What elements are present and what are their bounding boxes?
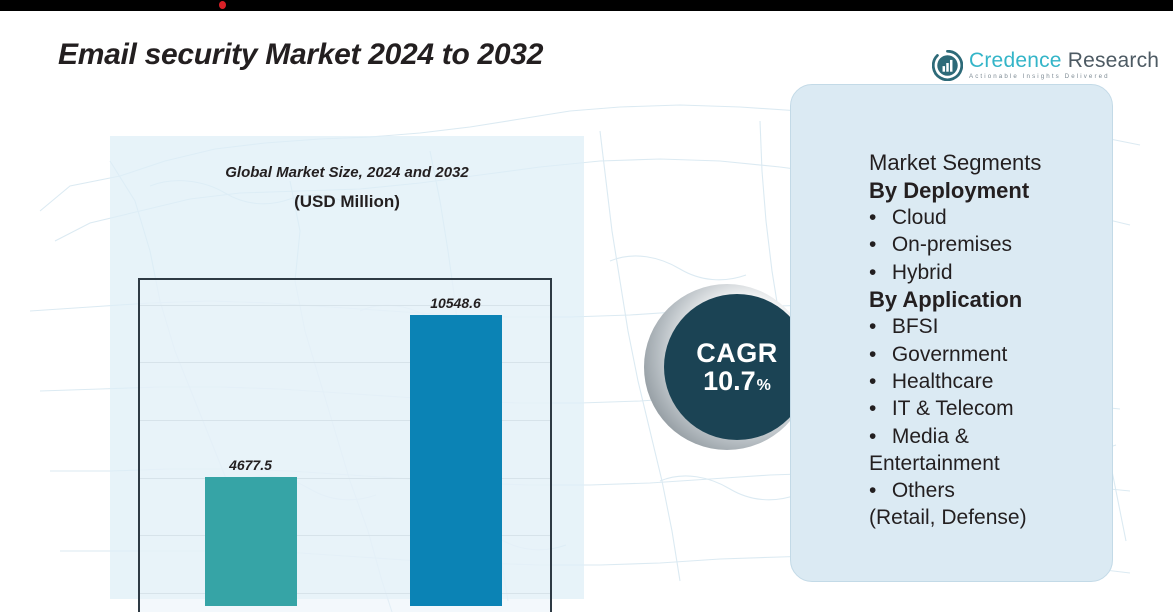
brand-logo: Credence Research Actionable Insights De… — [932, 50, 1159, 81]
cagr-value-row: 10.7 % — [703, 366, 771, 396]
chart-gridline — [140, 477, 550, 479]
chart-title: Global Market Size, 2024 and 2032 — [225, 164, 469, 181]
bullet-icon: • — [869, 233, 877, 257]
segment-list-item: • On-premises — [869, 231, 1119, 258]
chart-bar — [204, 476, 297, 606]
segment-item-label: IT & Telecom — [886, 397, 1014, 421]
segment-list-item: • BFSI — [869, 313, 1119, 340]
chart-gridline — [140, 535, 550, 536]
chart-bar-value-label: 10548.6 — [430, 295, 481, 312]
logo-name-research: Research — [1067, 49, 1160, 73]
segment-group-title: By Deployment — [869, 177, 1030, 203]
segment-item-label: On-premises — [886, 233, 1013, 257]
chart-bar — [409, 315, 502, 606]
bullet-icon: • — [869, 260, 877, 284]
segment-list-item: • Cloud — [869, 204, 1119, 231]
chart-subtitle: (USD Million) — [294, 192, 400, 211]
page-title: Email security Market 2024 to 2032 — [58, 38, 544, 71]
segments-heading: Market Segments — [869, 150, 1042, 175]
top-black-bar — [0, 0, 1173, 11]
cagr-value: 10.7 — [703, 366, 756, 396]
logo-name-credence: Credence — [969, 49, 1062, 73]
bullet-icon: • — [869, 369, 877, 393]
bullet-icon: • — [869, 342, 877, 366]
chart-gridline — [140, 362, 550, 364]
segment-item-label: Cloud — [886, 206, 947, 229]
segment-item-continuation: (Retail, Defense) — [869, 506, 1027, 530]
cagr-badge: CAGR 10.7 % — [644, 284, 820, 460]
chart-gridline — [140, 304, 550, 306]
bullet-icon: • — [869, 206, 877, 229]
segment-item-label: Hybrid — [886, 260, 953, 284]
segment-list-item: • IT & Telecom — [869, 395, 1119, 422]
segment-item-label: BFSI — [886, 315, 939, 339]
cagr-circle: CAGR 10.7 % — [664, 294, 810, 440]
market-segments-panel: Market Segments By Deployment • Cloud • On-… — [790, 84, 1113, 582]
segment-list-item: • Healthcare — [869, 368, 1119, 395]
segment-group-title: By Application — [869, 286, 1023, 312]
segment-item-label: Healthcare — [886, 369, 994, 393]
chart-gridline — [140, 419, 550, 421]
segment-item-label: Government — [886, 342, 1008, 366]
segment-list-item: • Media & — [869, 423, 1119, 450]
segment-item-continuation: Entertainment — [869, 451, 1000, 475]
bullet-icon: • — [869, 397, 877, 421]
market-segments-list: Market Segments By Deployment • Cloud • On-… — [869, 149, 1119, 532]
cagr-percent-sign: % — [756, 377, 771, 394]
segment-list-item: • Hybrid — [869, 259, 1119, 286]
bar-chart-circle-icon — [932, 50, 963, 81]
segment-list-item: • Government — [869, 341, 1119, 368]
red-dot-marker — [219, 1, 226, 9]
logo-tagline: Actionable Insights Delivered — [969, 73, 1110, 81]
bullet-icon: • — [869, 479, 877, 503]
logo-text-block: Credence Research Actionable Insights De… — [969, 50, 1159, 80]
segment-item-label: Media & — [886, 424, 969, 448]
chart-plot-area: 4677.5202410548.62032 — [138, 278, 552, 612]
chart-gridline — [140, 592, 550, 594]
bullet-icon: • — [869, 315, 877, 339]
chart-panel: Global Market Size, 2024 and 2032 (USD M… — [110, 136, 584, 612]
chart-bar-value-label: 4677.5 — [229, 456, 272, 473]
cagr-label: CAGR — [696, 337, 778, 368]
segment-list-item: • Others — [869, 477, 1119, 504]
segment-item-label: Others — [886, 479, 955, 503]
logo-company-name: Credence Research — [969, 50, 1159, 71]
bullet-icon: • — [869, 424, 877, 448]
